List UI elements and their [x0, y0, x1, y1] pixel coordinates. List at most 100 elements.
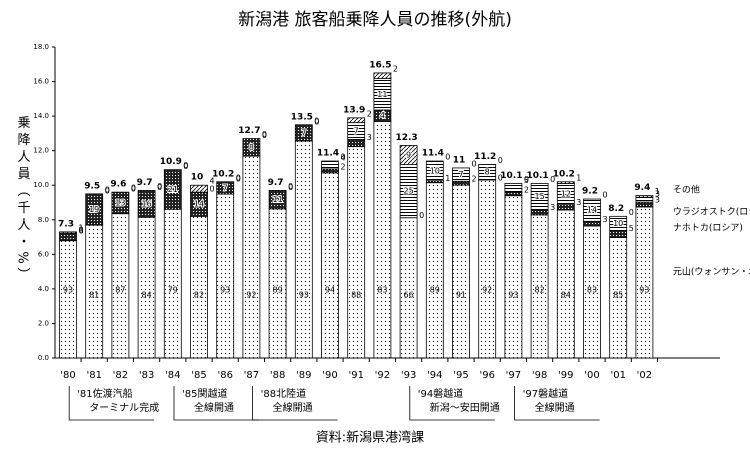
total-label: 10.1 — [526, 171, 548, 181]
bar-segment — [137, 190, 156, 218]
segment-label: 0 — [445, 153, 450, 162]
x-tick-label: '94 — [427, 370, 442, 381]
y-axis-label: 乗降人員（千人・%） — [15, 115, 31, 284]
bar-segment — [635, 201, 654, 208]
annotation: '85関越道 — [182, 387, 227, 400]
annotation-bracket — [514, 386, 600, 421]
segment-label: 8 — [249, 143, 254, 152]
x-tick-label: '02 — [637, 370, 652, 381]
segment-label: 0 — [550, 175, 555, 184]
bar-segment — [556, 181, 575, 184]
total-label: 11.4 — [317, 149, 339, 159]
segment-label: 93 — [63, 286, 73, 295]
total-label: 9.7 — [268, 178, 284, 188]
y-tick-label: 14.0 — [33, 112, 49, 120]
segment-label: 82 — [535, 286, 545, 295]
total-label: 10 — [191, 173, 204, 183]
annotation: '81佐渡汽船 — [77, 387, 132, 400]
segment-label: 12 — [561, 190, 571, 199]
annotation-bracket — [409, 386, 495, 421]
x-tick-label: '82 — [113, 370, 128, 381]
segment-label: 0 — [288, 183, 293, 192]
bar-segment — [347, 139, 366, 148]
segment-label: 2 — [393, 64, 398, 73]
segment-label: 84 — [561, 291, 571, 300]
bar-segment — [609, 215, 628, 231]
segment-label: 9 — [406, 151, 411, 160]
segment-label: 83 — [377, 286, 387, 295]
bar-segment — [347, 146, 366, 359]
segment-label: 0 — [79, 226, 84, 235]
segment-label: 6 — [79, 227, 84, 236]
segment-label: 0 — [262, 131, 267, 140]
segment-label: 0 — [157, 182, 162, 191]
annotation: 全線開通 — [535, 401, 575, 414]
bar-segment — [190, 184, 208, 193]
legend-label: 元山(ウォンサン・北朝鮮) — [673, 266, 750, 278]
bar-segment — [216, 193, 235, 359]
segment-label: 25 — [404, 187, 414, 196]
bar-segment — [216, 181, 235, 195]
segment-label: 0 — [183, 161, 188, 170]
x-tick-label: '97 — [506, 370, 521, 381]
total-label: 10.2 — [553, 169, 575, 179]
bar-segment — [268, 190, 287, 210]
total-label: 9.6 — [110, 180, 126, 190]
segment-label: 94 — [325, 286, 335, 295]
segment-label: 0 — [314, 116, 319, 125]
bar-segment — [163, 169, 182, 210]
segment-label: 0 — [498, 156, 503, 165]
segment-label: 2 — [524, 186, 529, 195]
bar-segment — [583, 198, 601, 222]
segment-label: 3 — [603, 215, 608, 224]
segment-label: 0 — [157, 183, 162, 192]
bar-segment — [530, 209, 549, 216]
bar-segment — [59, 231, 77, 234]
segment-label: 14 — [194, 200, 204, 209]
bar-segment — [635, 206, 654, 359]
segment-label: 0 — [524, 175, 529, 184]
segment-label: 89 — [430, 286, 440, 295]
bar-segment — [399, 145, 418, 166]
x-tick-label: '91 — [348, 370, 363, 381]
total-label: 9.7 — [137, 178, 153, 188]
segment-label: 3 — [550, 203, 555, 212]
segment-label: 0 — [236, 173, 241, 182]
x-tick-label: '01 — [610, 370, 625, 381]
segment-label: 81 — [89, 291, 99, 300]
x-tick-label: '95 — [453, 370, 468, 381]
y-tick-label: 4.0 — [38, 285, 49, 293]
segment-label: 21 — [168, 185, 178, 194]
y-tick-label: 8.0 — [38, 216, 49, 224]
annotation-bracket — [173, 386, 259, 421]
bar-segment — [190, 215, 208, 359]
segment-label: 7 — [301, 128, 306, 137]
annotation: 全線開通 — [273, 401, 313, 414]
bar-segment — [111, 191, 130, 215]
bar-segment — [609, 230, 628, 238]
bar-segment — [504, 191, 523, 197]
bar-segment — [268, 208, 287, 359]
bar-segment — [635, 195, 654, 198]
segment-label: 5 — [524, 176, 529, 185]
bar-segment — [373, 72, 392, 80]
segment-label: 93 — [299, 291, 309, 300]
segment-label: 13 — [115, 198, 125, 207]
bar-segment — [635, 196, 654, 203]
segment-label: 0 — [472, 159, 477, 168]
segment-label: 85 — [613, 291, 623, 300]
segment-label: 4 — [380, 111, 385, 120]
bar-segment — [556, 204, 575, 211]
segment-label: 15 — [535, 192, 545, 201]
segment-label: 16 — [142, 199, 152, 208]
total-label: 10.9 — [160, 157, 182, 167]
bar-segment — [321, 160, 339, 170]
segment-label: 92 — [482, 286, 492, 295]
segment-label: 0 — [288, 182, 293, 191]
annotation-bracket — [252, 386, 338, 421]
segment-label: 93 — [639, 286, 649, 295]
segment-label: 2 — [341, 162, 346, 171]
segment-label: 0 — [183, 162, 188, 171]
bar-segment — [137, 216, 156, 359]
x-tick-label: '86 — [217, 370, 232, 381]
